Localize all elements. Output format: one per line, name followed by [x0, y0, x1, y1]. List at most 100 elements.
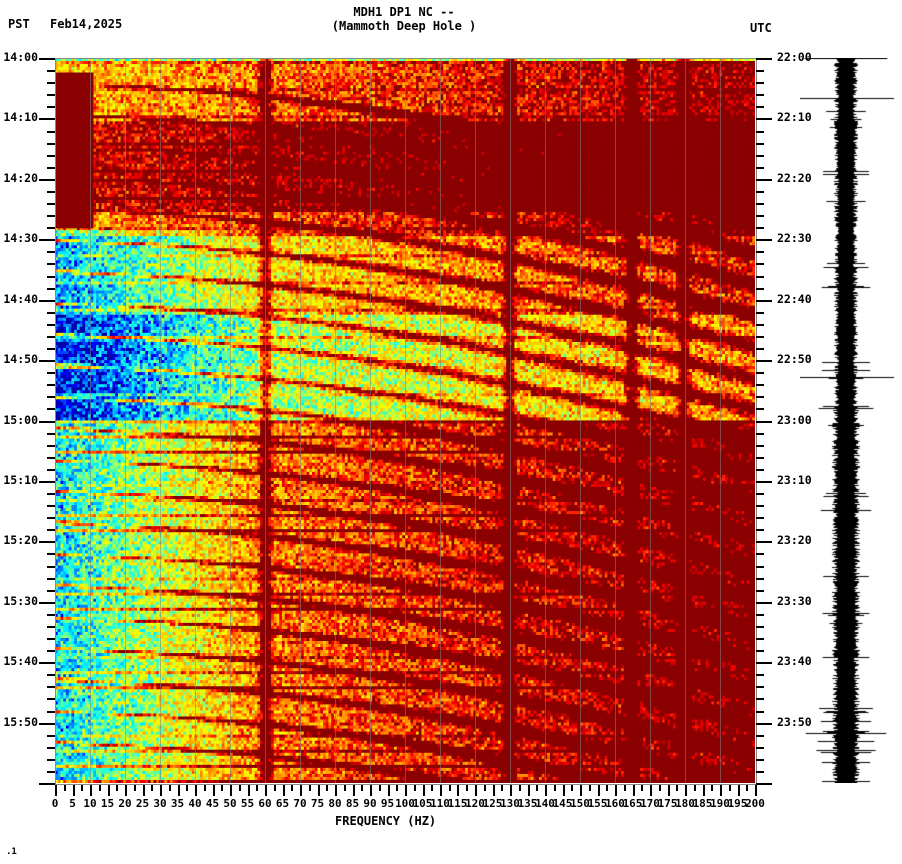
left-axis-label-6: 15:00	[3, 412, 38, 427]
header-date: Feb14,2025	[50, 17, 123, 31]
left-axis-major-tick	[39, 602, 55, 604]
freq-axis-minor-tick	[64, 785, 66, 791]
freq-axis-label-3: 15	[100, 797, 115, 810]
left-axis-minor-tick	[47, 94, 55, 96]
right-axis-minor-tick	[756, 408, 764, 410]
left-axis-minor-tick	[47, 408, 55, 410]
left-axis-minor-tick	[47, 686, 55, 688]
freq-axis-major-tick	[493, 785, 495, 796]
left-axis-label-3: 14:30	[3, 231, 38, 246]
freq-axis-major-tick	[318, 785, 320, 796]
freq-axis-minor-tick	[134, 785, 136, 791]
freq-axis-minor-tick	[361, 785, 363, 791]
right-axis-minor-tick	[756, 626, 764, 628]
freq-axis-major-tick	[598, 785, 600, 796]
left-axis-minor-tick	[47, 650, 55, 652]
right-axis-minor-tick	[756, 638, 764, 640]
left-axis-minor-tick	[47, 82, 55, 84]
freq-axis-label-26: 130	[500, 797, 520, 810]
right-axis-minor-tick	[756, 143, 764, 145]
freq-axis-label-33: 165	[622, 797, 643, 810]
seismogram-trace[interactable]	[800, 58, 900, 783]
freq-axis-label-12: 60	[258, 797, 272, 810]
freq-axis-label-34: 170	[640, 797, 660, 810]
right-axis-minor-tick	[756, 215, 764, 217]
freq-axis-label-38: 190	[710, 797, 730, 810]
freq-axis-minor-tick	[291, 785, 293, 791]
left-axis-minor-tick	[47, 276, 55, 278]
page-subtitle: (Mammoth Deep Hole )	[331, 19, 477, 33]
freq-axis-label-35: 175	[657, 797, 678, 810]
freq-axis-label-20: 100	[395, 797, 415, 810]
freq-axis-major-tick	[90, 785, 92, 796]
right-axis-minor-tick	[756, 82, 764, 84]
freq-axis-label-19: 95	[380, 797, 395, 810]
freq-axis-major-tick	[755, 785, 757, 796]
right-axis-minor-tick	[756, 590, 764, 592]
left-axis-minor-tick	[47, 553, 55, 555]
freq-axis-minor-tick	[239, 785, 241, 791]
freq-axis-label-4: 20	[118, 797, 132, 810]
right-axis-minor-tick	[756, 227, 764, 229]
right-axis-minor-tick	[756, 94, 764, 96]
left-axis-label-2: 14:20	[3, 170, 38, 185]
right-axis-major-tick	[756, 300, 772, 302]
freq-axis-major-tick	[230, 785, 232, 796]
left-axis-minor-tick	[47, 759, 55, 761]
left-axis-minor-tick	[47, 288, 55, 290]
right-axis-minor-tick	[756, 131, 764, 133]
left-axis-minor-tick	[47, 143, 55, 145]
left-axis-major-tick	[39, 118, 55, 120]
freq-axis-label-16: 80	[328, 797, 342, 810]
left-axis-major-tick	[39, 783, 55, 785]
left-axis-minor-tick	[47, 698, 55, 700]
left-axis-minor-tick	[47, 131, 55, 133]
left-axis-minor-tick	[47, 312, 55, 314]
right-axis-minor-tick	[756, 650, 764, 652]
freq-axis-minor-tick	[116, 785, 118, 791]
spectrogram-image[interactable]	[55, 58, 755, 783]
freq-axis-minor-tick	[81, 785, 83, 791]
freq-axis-label-1: 5	[69, 797, 76, 810]
freq-axis-major-tick	[143, 785, 145, 796]
freq-axis-major-tick	[248, 785, 250, 796]
freq-axis-minor-tick	[519, 785, 521, 791]
left-axis-minor-tick	[47, 348, 55, 350]
corner-artifact: .1	[6, 847, 17, 857]
left-axis-minor-tick	[47, 566, 55, 568]
right-axis-minor-tick	[756, 457, 764, 459]
freq-axis-minor-tick	[99, 785, 101, 791]
right-axis-major-tick	[756, 723, 772, 725]
freq-axis-minor-tick	[186, 785, 188, 791]
freq-axis-label-32: 160	[605, 797, 625, 810]
right-axis-major-tick	[756, 239, 772, 241]
freq-axis-minor-tick	[589, 785, 591, 791]
right-axis-minor-tick	[756, 747, 764, 749]
right-axis-major-tick	[756, 662, 772, 664]
left-axis-minor-tick	[47, 70, 55, 72]
left-axis-label-1: 14:10	[3, 110, 38, 125]
left-axis-label-7: 15:10	[3, 472, 38, 487]
left-axis-minor-tick	[47, 227, 55, 229]
right-axis-minor-tick	[756, 493, 764, 495]
left-axis-minor-tick	[47, 505, 55, 507]
freq-axis-minor-tick	[466, 785, 468, 791]
freq-axis-minor-tick	[379, 785, 381, 791]
freq-axis-major-tick	[738, 785, 740, 796]
freq-axis-minor-tick	[274, 785, 276, 791]
freq-axis-label-25: 125	[482, 797, 503, 810]
freq-axis-minor-tick	[536, 785, 538, 791]
freq-axis-major-tick	[335, 785, 337, 796]
left-axis-major-tick	[39, 239, 55, 241]
freq-axis-major-tick	[73, 785, 75, 796]
freq-axis-minor-tick	[484, 785, 486, 791]
freq-axis-minor-tick	[554, 785, 556, 791]
right-axis-major-tick	[756, 118, 772, 120]
header-timezone-right: UTC	[750, 21, 772, 35]
freq-axis-minor-tick	[221, 785, 223, 791]
left-axis-label-10: 15:40	[3, 654, 38, 669]
freq-axis-label-30: 150	[570, 797, 590, 810]
right-axis-minor-tick	[756, 288, 764, 290]
freq-axis-label-10: 50	[223, 797, 237, 810]
